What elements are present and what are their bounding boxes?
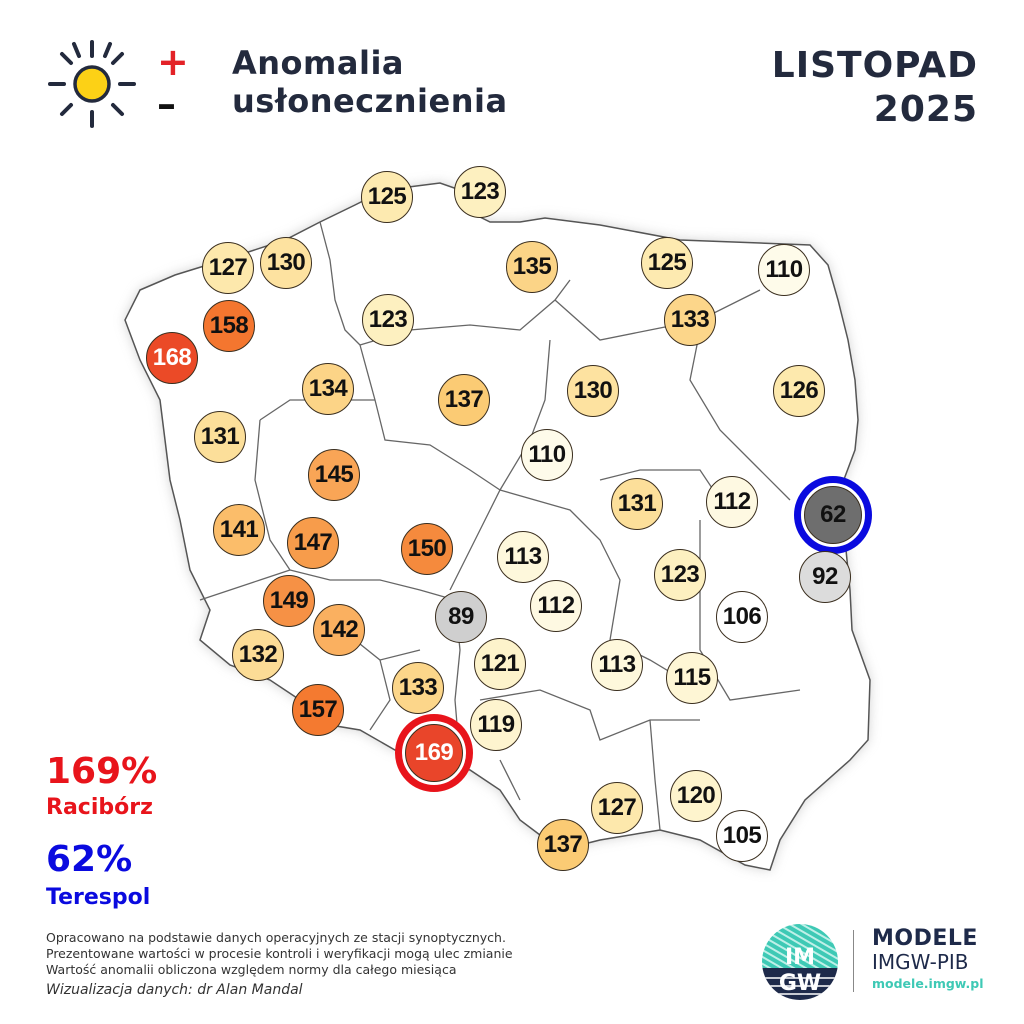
station-marker: 169 [405,724,463,782]
station-marker: 131 [194,411,246,463]
credit-text: Wizualizacja danych: dr Alan Mandal [46,982,303,998]
station-marker: 142 [313,604,365,656]
station-marker: 125 [641,237,693,289]
station-marker: 89 [435,591,487,643]
station-marker: 147 [287,517,339,569]
minus-sign: – [157,82,176,126]
note-line-1: Opracowano na podstawie danych operacyjn… [46,930,506,945]
station-marker: 137 [438,374,490,426]
station-marker: 127 [202,242,254,294]
station-marker: 134 [302,363,354,415]
logo-url-link[interactable]: modele.imgw.pl [872,976,984,991]
station-marker: 110 [521,429,573,481]
station-marker: 130 [260,237,312,289]
station-marker: 145 [308,449,360,501]
station-marker: 125 [361,171,413,223]
station-marker: 92 [799,551,851,603]
sun-icon [48,40,136,128]
station-marker: 158 [203,300,255,352]
min-station: Terespol [46,885,151,910]
footer-notes: Opracowano na podstawie danych operacyjn… [46,930,513,978]
logo-name: MODELE [872,926,978,951]
note-line-2: Prezentowane wartości w procesie kontrol… [46,946,513,961]
max-value: 169% [46,752,157,792]
station-marker: 110 [758,244,810,296]
month-label: LISTOPAD [771,45,978,86]
station-marker: 131 [611,478,663,530]
logo-divider [853,930,854,992]
logo-badge-bottom: GW [779,971,821,996]
imgw-logo-icon: IM GW [762,924,838,1000]
station-marker: 157 [292,684,344,736]
station-marker: 106 [716,591,768,643]
station-marker: 123 [654,549,706,601]
page-title: Anomalia usłonecznienia [232,44,508,120]
period-label: LISTOPAD 2025 [772,44,978,132]
max-station: Racibórz [46,795,153,820]
station-marker: 137 [537,819,589,871]
station-marker: 132 [232,629,284,681]
station-marker: 119 [470,699,522,751]
station-marker: 120 [670,770,722,822]
title-line-1: Anomalia [232,44,404,82]
station-marker: 123 [362,294,414,346]
min-value: 62% [46,839,133,880]
station-marker: 113 [591,639,643,691]
station-marker: 62 [804,486,862,544]
station-marker: 149 [263,575,315,627]
station-marker: 115 [666,652,718,704]
logo-badge-top: IM [785,945,815,970]
station-marker: 105 [716,810,768,862]
station-marker: 135 [506,241,558,293]
station-marker: 133 [664,294,716,346]
station-marker: 130 [567,365,619,417]
note-line-3: Wartość anomalii obliczona względem norm… [46,962,457,977]
station-marker: 133 [392,662,444,714]
plus-sign: + [157,40,189,84]
title-line-2: usłonecznienia [232,82,508,120]
station-marker: 121 [474,638,526,690]
station-marker: 150 [401,523,453,575]
year-label: 2025 [873,89,978,130]
station-marker: 113 [497,531,549,583]
station-marker: 126 [773,365,825,417]
station-marker: 127 [591,782,643,834]
station-marker: 141 [213,504,265,556]
station-marker: 112 [706,476,758,528]
station-marker: 123 [454,166,506,218]
logo-org: IMGW-PIB [872,950,969,974]
station-marker: 168 [146,332,198,384]
max-value-text: 169% [46,751,158,792]
station-marker: 112 [530,580,582,632]
